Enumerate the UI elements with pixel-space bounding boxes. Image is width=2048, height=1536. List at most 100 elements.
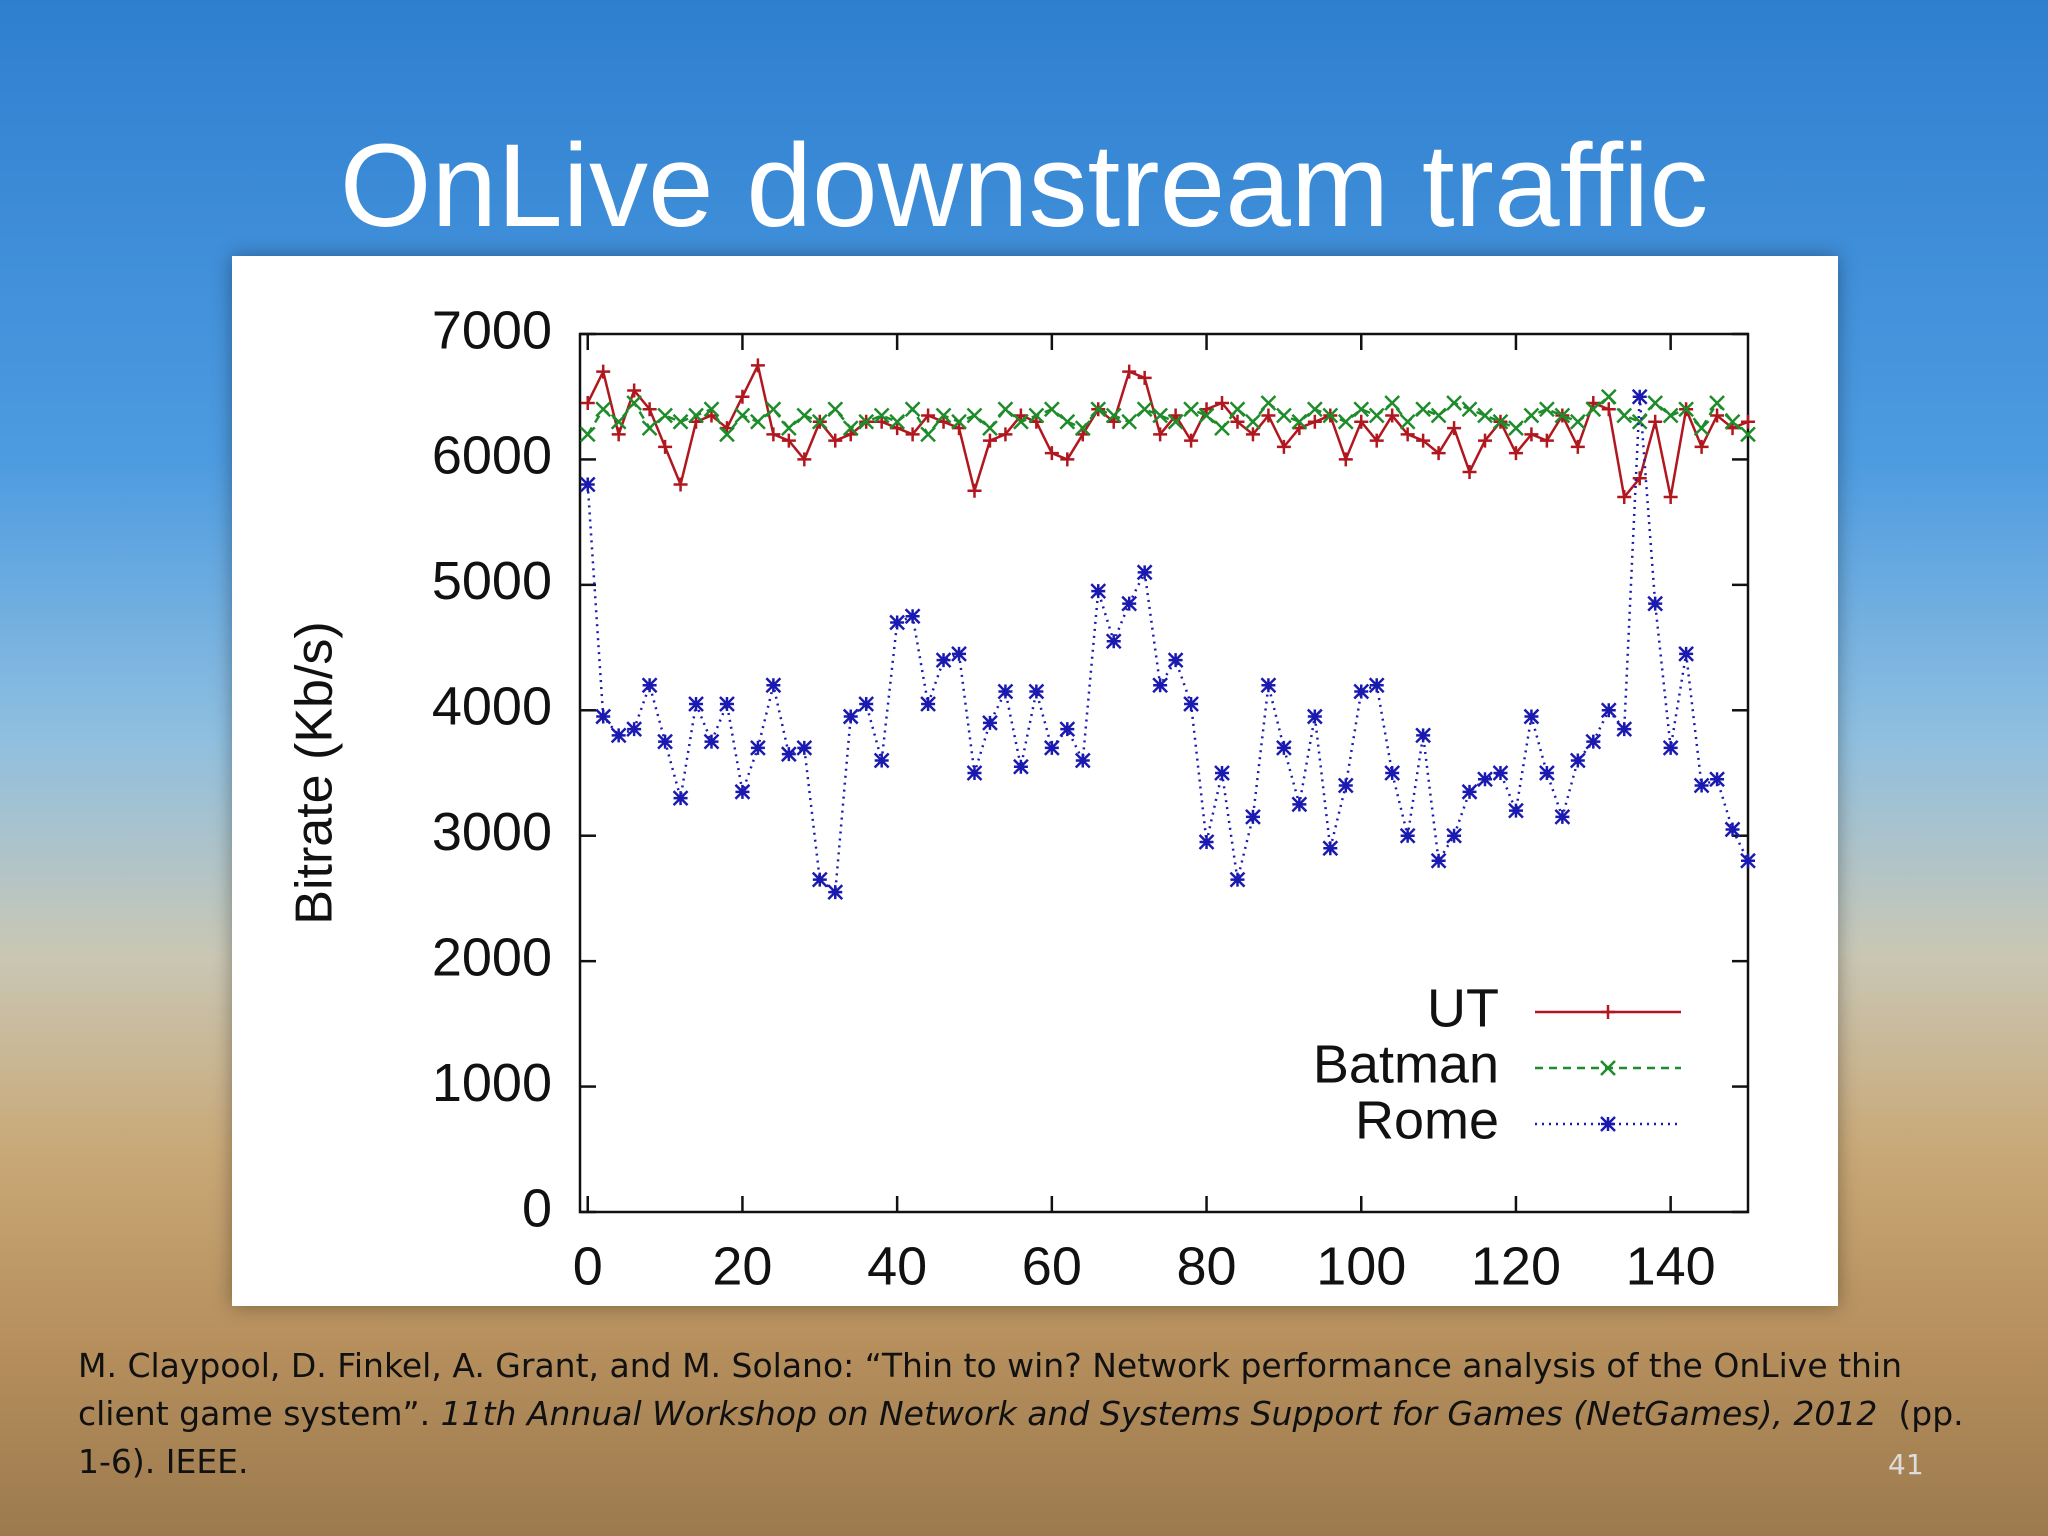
data-point: [1524, 427, 1539, 442]
data-point: [1710, 408, 1725, 423]
data-point: [921, 408, 936, 423]
data-point: [688, 696, 704, 712]
data-point: [1616, 721, 1633, 737]
data-point: [1461, 401, 1478, 418]
data-point: [1647, 395, 1664, 411]
data-point: [1043, 740, 1060, 756]
data-point: [1353, 683, 1370, 700]
series-line: [586, 394, 1749, 437]
data-point: [1740, 852, 1756, 869]
data-point: [1648, 414, 1663, 429]
data-point: [1013, 413, 1029, 430]
data-point: [998, 427, 1013, 442]
data-point: [672, 790, 689, 806]
citation: M. Claypool, D. Finkel, A. Grant, and M.…: [78, 1342, 1978, 1486]
data-point: [873, 752, 890, 769]
data-point: [1214, 420, 1230, 436]
citation-pages: (pp. 1-6). IEEE.: [78, 1394, 1964, 1481]
data-point: [642, 402, 657, 417]
data-point: [1153, 427, 1168, 442]
data-point: [1261, 408, 1276, 423]
data-point: [1461, 783, 1478, 800]
data-point: [780, 746, 797, 763]
data-point: [1709, 771, 1725, 788]
data-point: [1662, 740, 1679, 756]
plot-frame: [578, 332, 1750, 1214]
data-point: [1601, 402, 1616, 417]
data-point: [1306, 401, 1323, 418]
data-point: [951, 645, 967, 662]
data-point: [1600, 702, 1617, 719]
data-point: [1447, 421, 1462, 436]
data-point: [1044, 446, 1059, 461]
data-point: [1539, 765, 1555, 781]
data-point: [765, 401, 782, 418]
data-point: [1539, 433, 1554, 448]
data-point: [1183, 401, 1199, 418]
data-point: [780, 420, 797, 436]
data-point: [920, 696, 936, 712]
legend-label: UT: [1427, 978, 1499, 1038]
data-point: [1446, 395, 1462, 411]
data-point: [858, 696, 875, 712]
x-tick-label: 20: [712, 1236, 772, 1296]
data-point: [951, 413, 967, 430]
data-point: [688, 407, 704, 424]
data-point: [750, 740, 766, 756]
y-tick-label: 2000: [432, 927, 552, 987]
data-point: [1121, 413, 1138, 430]
y-tick-label: 1000: [432, 1053, 552, 1113]
slide-title: OnLive downstream traffic: [339, 120, 1709, 252]
data-point: [1183, 696, 1199, 712]
series-line: [586, 396, 1750, 895]
data-point: [1090, 401, 1107, 418]
data-point: [967, 483, 982, 498]
data-point: [1074, 752, 1091, 769]
data-point: [1508, 802, 1524, 819]
data-point: [1492, 413, 1509, 430]
data-point: [1322, 407, 1339, 424]
data-point: [719, 696, 735, 712]
data-point: [734, 783, 751, 800]
data-point: [1724, 821, 1741, 838]
data-point: [1415, 727, 1432, 744]
y-tick-label: 4000: [432, 677, 552, 737]
data-point: [1276, 740, 1292, 756]
data-point: [1647, 595, 1664, 612]
citation-venue: 11th Annual Workshop on Network and Syst…: [440, 1394, 1878, 1433]
data-point: [1137, 370, 1152, 385]
data-point: [1105, 633, 1122, 650]
data-point: [1740, 426, 1756, 443]
data-point: [1384, 395, 1401, 411]
data-point: [889, 413, 906, 430]
legend-marker: [1600, 1116, 1616, 1132]
x-tick-label: 120: [1471, 1236, 1561, 1296]
data-point: [1028, 683, 1045, 700]
legend-marker: [1600, 1060, 1616, 1076]
data-point: [889, 614, 906, 631]
x-tick-label: 60: [1022, 1236, 1082, 1296]
data-point: [1478, 433, 1493, 448]
data-point: [1060, 452, 1075, 467]
data-point: [1013, 758, 1029, 775]
data-point: [1090, 583, 1107, 600]
data-point: [1631, 388, 1648, 405]
data-point: [719, 426, 735, 443]
data-point: [1631, 413, 1648, 430]
data-point: [1229, 871, 1246, 888]
data-point: [734, 407, 751, 424]
data-point: [1430, 852, 1447, 869]
data-point: [1338, 452, 1353, 467]
x-tick-label: 40: [867, 1236, 927, 1296]
data-point: [1663, 490, 1678, 505]
data-point: [842, 708, 859, 725]
data-point: [1245, 413, 1261, 430]
data-point: [1724, 413, 1741, 430]
data-point: [1245, 809, 1261, 825]
data-point: [1369, 433, 1384, 448]
data-point: [920, 426, 936, 443]
data-point: [1276, 407, 1292, 424]
data-point: [1028, 407, 1045, 424]
